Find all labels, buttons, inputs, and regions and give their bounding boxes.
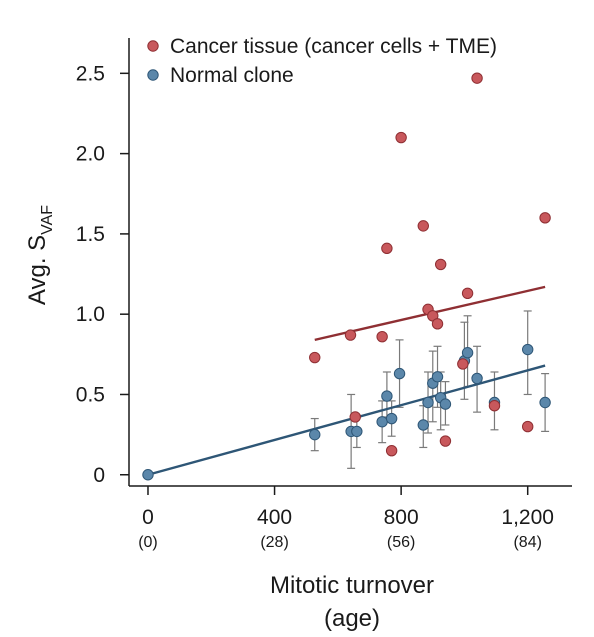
y-tick-label: 1.0: [76, 303, 105, 326]
y-tick-label: 1.5: [76, 223, 105, 246]
normal-point: [431, 371, 444, 383]
y-tick-label: 0: [93, 464, 105, 487]
y-axis-title-subscript: VAF: [39, 205, 56, 235]
axes: [128, 38, 572, 487]
normal-trend-line: [147, 364, 546, 476]
cancer-point: [539, 212, 551, 224]
normal-point: [539, 396, 551, 409]
trend-lines: [147, 285, 546, 476]
legend-normal-marker: [147, 69, 159, 81]
normal-point: [385, 412, 398, 425]
y-tick-label: 0.5: [76, 383, 105, 406]
cancer-point: [344, 329, 357, 341]
legend-cancer-marker: [147, 40, 159, 52]
cancer-point: [461, 287, 474, 300]
x-tick-label: 800: [384, 506, 419, 529]
x-tick-label: 1,200: [501, 506, 554, 529]
cancer-point: [457, 358, 469, 370]
cancer-point: [309, 351, 321, 364]
x-tick-label: 0: [142, 506, 154, 529]
cancer-point: [385, 444, 398, 457]
y-tick-label: 2.0: [76, 143, 105, 166]
x-axis-subtitle: (age): [324, 605, 380, 632]
normal-point: [417, 419, 429, 431]
normal-point: [381, 390, 393, 402]
cancer-point: [395, 131, 407, 144]
normal-point: [351, 425, 363, 438]
normal-point: [142, 469, 154, 481]
normal-point: [309, 428, 321, 441]
legend-normal-label: Normal clone: [170, 64, 294, 87]
cancer-point: [434, 258, 447, 271]
normal-point: [471, 372, 483, 385]
cancer-point: [471, 72, 483, 84]
x-tick-sublabel: (0): [138, 534, 158, 551]
normal-point: [439, 398, 452, 410]
x-tick-sublabel: (84): [513, 534, 541, 551]
normal-point: [461, 347, 474, 359]
cancer-point: [376, 330, 388, 343]
cancer-point: [349, 411, 361, 423]
x-axis-title: Mitotic turnover: [270, 572, 434, 599]
cancer-point: [381, 242, 393, 255]
cancer-point: [522, 420, 534, 433]
x-tick-sublabel: (56): [387, 534, 415, 551]
y-axis-title-main: Avg. S: [24, 235, 51, 305]
normal-point: [522, 343, 534, 356]
cancer-point: [488, 400, 501, 412]
y-tick-label: 2.5: [76, 62, 105, 85]
data-points: [142, 72, 551, 481]
y-axis-title: Avg. SVAF: [24, 205, 56, 305]
x-tick-label: 400: [257, 506, 292, 529]
normal-point: [393, 367, 406, 380]
cancer-point: [439, 435, 452, 447]
legend-cancer-label: Cancer tissue (cancer cells + TME): [170, 35, 497, 58]
ticks: 0 0.5 1.0 1.5 2.0 2.5 0 (0) 400 (28) 800 (56) 1,200 (…: [76, 62, 554, 551]
cancer-point: [417, 220, 429, 232]
cancer-point: [431, 318, 444, 330]
normal-point: [376, 416, 388, 428]
normal-point: [422, 396, 434, 409]
x-tick-sublabel: (28): [260, 534, 288, 551]
legend: Cancer tissue (cancer cells + TME) Normal…: [147, 35, 497, 87]
